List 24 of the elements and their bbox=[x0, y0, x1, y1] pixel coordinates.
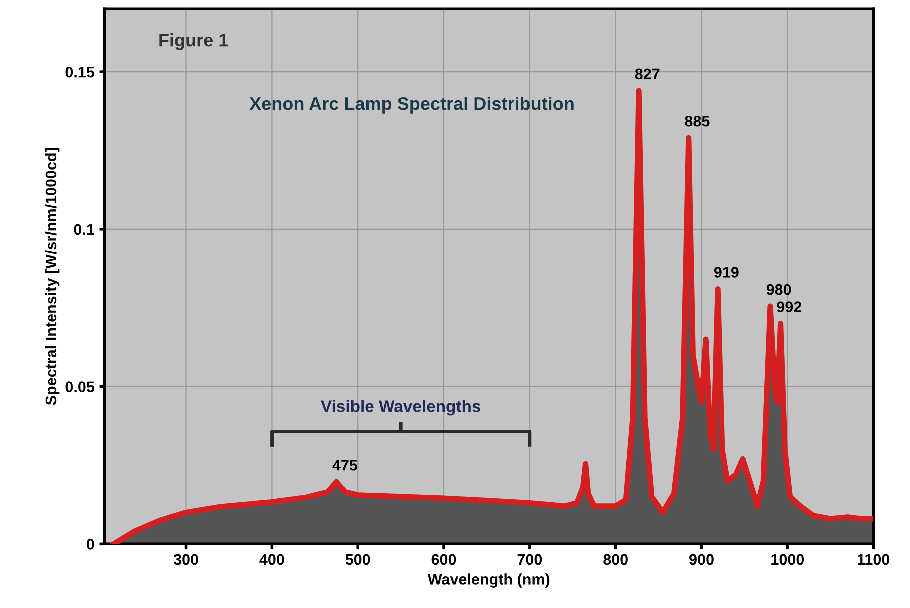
x-tick-label: 300 bbox=[174, 554, 198, 566]
x-axis-title: Wavelength (nm) bbox=[428, 574, 550, 588]
annotation: 919 bbox=[714, 267, 739, 278]
text: Xenon Arc Lamp Spectral Distribution bbox=[250, 97, 574, 114]
x-tick-label: 800 bbox=[604, 554, 628, 566]
annotation: Figure 1 bbox=[160, 33, 228, 50]
y-tick-label: 0 bbox=[87, 539, 94, 550]
x-tick-label: 900 bbox=[690, 554, 714, 566]
annotation: 475 bbox=[332, 460, 358, 471]
y-tick-label: 0.1 bbox=[74, 224, 95, 236]
y-tick-label: 0.15 bbox=[66, 66, 95, 78]
y-tick-label: 0.05 bbox=[66, 382, 95, 392]
x-tick-label: 500 bbox=[346, 554, 370, 566]
x-tick-label: 700 bbox=[518, 554, 542, 566]
annotation: Visible Wavelengths bbox=[321, 400, 481, 416]
x-tick-label: 1000 bbox=[772, 554, 804, 566]
x-tick-label: 600 bbox=[432, 554, 456, 566]
annotation: 885 bbox=[685, 116, 710, 127]
annotation: 827 bbox=[635, 68, 660, 80]
x-tick-label: 400 bbox=[260, 554, 284, 566]
x-tick-label: 1100 bbox=[858, 554, 890, 566]
annotation: 992 bbox=[777, 302, 802, 312]
y-axis-title: Spectral Intensity [W/sr/nm/1000cd] bbox=[45, 148, 60, 406]
annotation: 980 bbox=[766, 284, 792, 296]
